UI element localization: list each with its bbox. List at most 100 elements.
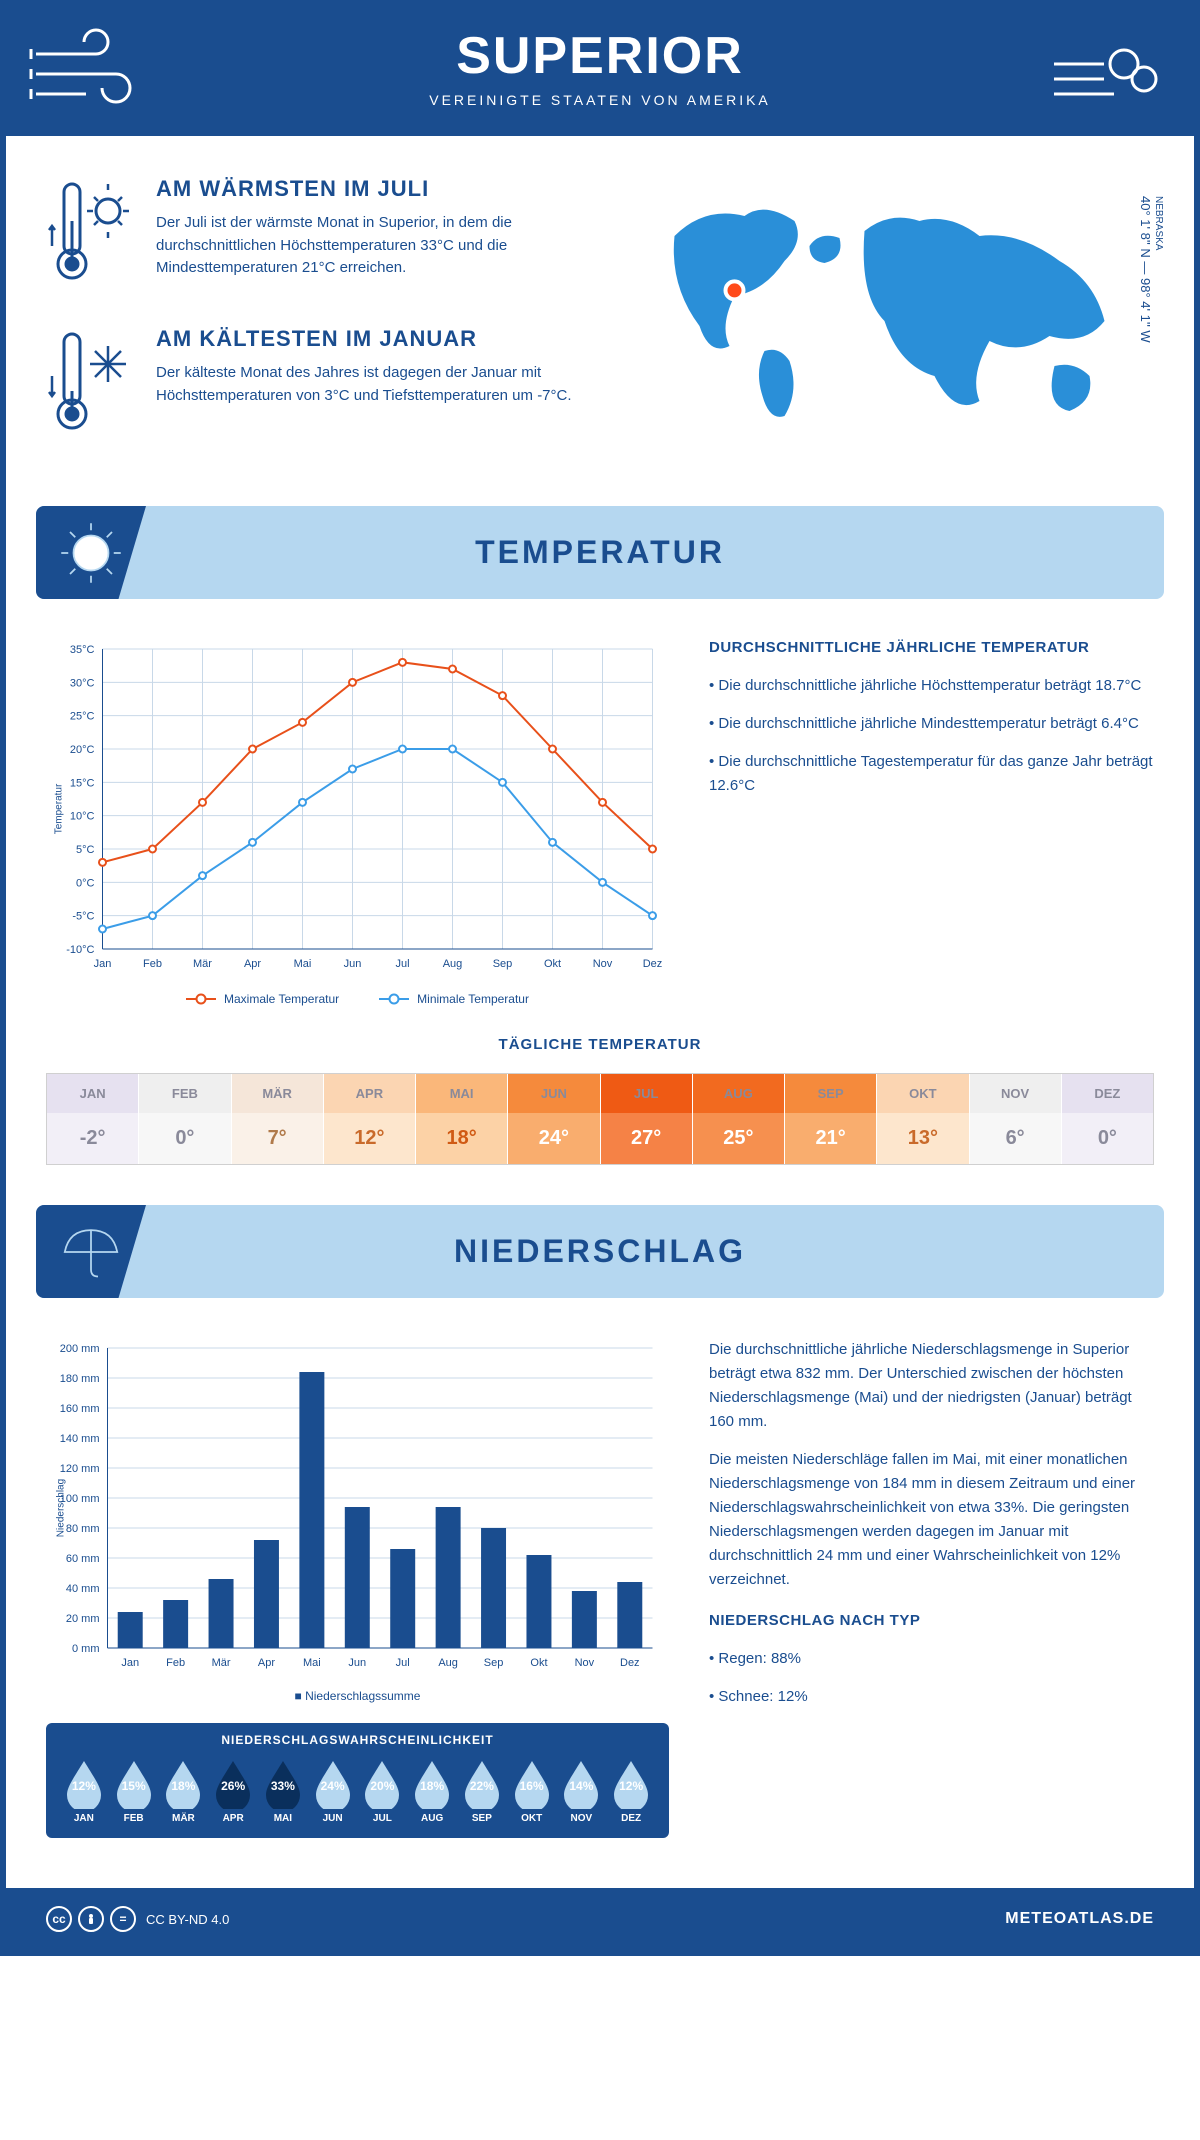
svg-text:160 mm: 160 mm bbox=[60, 1403, 100, 1415]
location-marker-icon bbox=[726, 281, 744, 299]
brand: METEOATLAS.DE bbox=[1005, 1910, 1154, 1928]
map-column: NEBRASKA 40° 1' 8'' N — 98° 4' 1'' W bbox=[615, 176, 1154, 441]
svg-text:Jan: Jan bbox=[94, 958, 112, 970]
chart-legend: Maximale Temperatur Minimale Temperatur bbox=[46, 992, 669, 1006]
temperature-line-chart: -10°C-5°C0°C5°C10°C15°C20°C25°C30°C35°CJ… bbox=[46, 639, 669, 1006]
svg-text:60 mm: 60 mm bbox=[66, 1553, 100, 1565]
temp-section-header: TEMPERATUR bbox=[36, 506, 1164, 599]
coldest-title: AM KÄLTESTEN IM JANUAR bbox=[156, 326, 585, 352]
svg-text:Dez: Dez bbox=[643, 958, 663, 970]
coldest-block: AM KÄLTESTEN IM JANUAR Der kälteste Mona… bbox=[46, 326, 585, 441]
svg-text:180 mm: 180 mm bbox=[60, 1373, 100, 1385]
temp-cell: FEB 0° bbox=[139, 1074, 231, 1164]
svg-text:5°C: 5°C bbox=[76, 844, 95, 856]
svg-text:Sep: Sep bbox=[484, 1657, 504, 1669]
precipitation-bar-chart: 0 mm20 mm40 mm60 mm80 mm100 mm120 mm140 … bbox=[46, 1338, 669, 1838]
probability-drop: 22% SEP bbox=[458, 1757, 506, 1824]
svg-text:40 mm: 40 mm bbox=[66, 1583, 100, 1595]
warmest-text: Der Juli ist der wärmste Monat in Superi… bbox=[156, 212, 585, 280]
temp-cell: JUN 24° bbox=[508, 1074, 600, 1164]
svg-text:Jun: Jun bbox=[348, 1657, 366, 1669]
probability-box: NIEDERSCHLAGSWAHRSCHEINLICHKEIT 12% JAN … bbox=[46, 1723, 669, 1838]
summary-row: AM WÄRMSTEN IM JULI Der Juli ist der wär… bbox=[6, 136, 1194, 506]
nd-icon: = bbox=[110, 1906, 136, 1932]
wind-icon bbox=[26, 24, 166, 124]
page-subtitle: VEREINIGTE STAATEN VON AMERIKA bbox=[6, 92, 1194, 108]
svg-text:Jul: Jul bbox=[395, 958, 409, 970]
svg-text:Jul: Jul bbox=[396, 1657, 410, 1669]
warmest-title: AM WÄRMSTEN IM JULI bbox=[156, 176, 585, 202]
svg-text:25°C: 25°C bbox=[70, 711, 95, 723]
svg-text:10°C: 10°C bbox=[70, 811, 95, 823]
svg-text:Nov: Nov bbox=[593, 958, 613, 970]
svg-text:15°C: 15°C bbox=[70, 777, 95, 789]
temp-cell: MÄR 7° bbox=[232, 1074, 324, 1164]
temp-cell: JAN -2° bbox=[47, 1074, 139, 1164]
temp-cell: MAI 18° bbox=[416, 1074, 508, 1164]
probability-drop: 24% JUN bbox=[309, 1757, 357, 1824]
probability-drop: 18% MÄR bbox=[160, 1757, 208, 1824]
svg-text:-5°C: -5°C bbox=[72, 911, 94, 923]
wind-icon bbox=[1034, 24, 1174, 124]
probability-drop: 33% MAI bbox=[259, 1757, 307, 1824]
svg-text:Feb: Feb bbox=[166, 1657, 185, 1669]
probability-drop: 15% FEB bbox=[110, 1757, 158, 1824]
svg-text:Aug: Aug bbox=[438, 1657, 458, 1669]
svg-text:20°C: 20°C bbox=[70, 744, 95, 756]
probability-drop: 14% NOV bbox=[558, 1757, 606, 1824]
temp-cell: AUG 25° bbox=[693, 1074, 785, 1164]
svg-text:Apr: Apr bbox=[244, 958, 261, 970]
coordinates: NEBRASKA 40° 1' 8'' N — 98° 4' 1'' W bbox=[1138, 196, 1164, 343]
warmest-block: AM WÄRMSTEN IM JULI Der Juli ist der wär… bbox=[46, 176, 585, 291]
thermometer-cold-icon bbox=[46, 326, 136, 441]
page-title: SUPERIOR bbox=[6, 26, 1194, 86]
temp-cell: SEP 21° bbox=[785, 1074, 877, 1164]
svg-text:Temperatur: Temperatur bbox=[54, 783, 65, 834]
svg-text:Jan: Jan bbox=[121, 1657, 139, 1669]
precip-section-header: NIEDERSCHLAG bbox=[36, 1205, 1164, 1298]
svg-text:80 mm: 80 mm bbox=[66, 1523, 100, 1535]
svg-text:Mai: Mai bbox=[303, 1657, 321, 1669]
daily-temp-table: TÄGLICHE TEMPERATUR JAN -2° FEB 0° MÄR 7… bbox=[6, 1026, 1194, 1205]
svg-text:Jun: Jun bbox=[344, 958, 362, 970]
sun-icon bbox=[36, 506, 146, 599]
precip-summary-text: Die durchschnittliche jährliche Niedersc… bbox=[709, 1338, 1154, 1838]
page-frame: SUPERIOR VEREINIGTE STAATEN VON AMERIKA bbox=[0, 0, 1200, 1956]
temp-cell: DEZ 0° bbox=[1062, 1074, 1153, 1164]
svg-text:Niederschlag: Niederschlag bbox=[56, 1479, 67, 1537]
probability-drop: 18% AUG bbox=[408, 1757, 456, 1824]
svg-text:120 mm: 120 mm bbox=[60, 1463, 100, 1475]
temp-cell: NOV 6° bbox=[970, 1074, 1062, 1164]
by-icon bbox=[78, 1906, 104, 1932]
svg-text:Dez: Dez bbox=[620, 1657, 640, 1669]
umbrella-icon bbox=[36, 1205, 146, 1298]
svg-text:200 mm: 200 mm bbox=[60, 1343, 100, 1355]
svg-text:20 mm: 20 mm bbox=[66, 1613, 100, 1625]
svg-text:Okt: Okt bbox=[530, 1657, 547, 1669]
thermometer-hot-icon bbox=[46, 176, 136, 291]
license: cc = CC BY-ND 4.0 bbox=[46, 1906, 229, 1932]
svg-text:Mai: Mai bbox=[294, 958, 312, 970]
svg-text:Sep: Sep bbox=[493, 958, 513, 970]
svg-text:Apr: Apr bbox=[258, 1657, 275, 1669]
probability-drop: 12% JAN bbox=[60, 1757, 108, 1824]
temp-cell: APR 12° bbox=[324, 1074, 416, 1164]
footer: cc = CC BY-ND 4.0 METEOATLAS.DE bbox=[6, 1888, 1194, 1950]
svg-text:35°C: 35°C bbox=[70, 644, 95, 656]
svg-text:0°C: 0°C bbox=[76, 877, 95, 889]
temp-cell: JUL 27° bbox=[601, 1074, 693, 1164]
coldest-text: Der kälteste Monat des Jahres ist dagege… bbox=[156, 362, 585, 407]
svg-text:140 mm: 140 mm bbox=[60, 1433, 100, 1445]
svg-text:Nov: Nov bbox=[575, 1657, 595, 1669]
probability-drop: 26% APR bbox=[209, 1757, 257, 1824]
svg-text:Mär: Mär bbox=[212, 1657, 231, 1669]
svg-text:0 mm: 0 mm bbox=[72, 1643, 100, 1655]
world-map-icon bbox=[615, 176, 1154, 436]
cc-icon: cc bbox=[46, 1906, 72, 1932]
svg-text:Feb: Feb bbox=[143, 958, 162, 970]
svg-text:Mär: Mär bbox=[193, 958, 212, 970]
probability-drop: 16% OKT bbox=[508, 1757, 556, 1824]
svg-text:Aug: Aug bbox=[443, 958, 463, 970]
temp-cell: OKT 13° bbox=[877, 1074, 969, 1164]
svg-text:Okt: Okt bbox=[544, 958, 561, 970]
